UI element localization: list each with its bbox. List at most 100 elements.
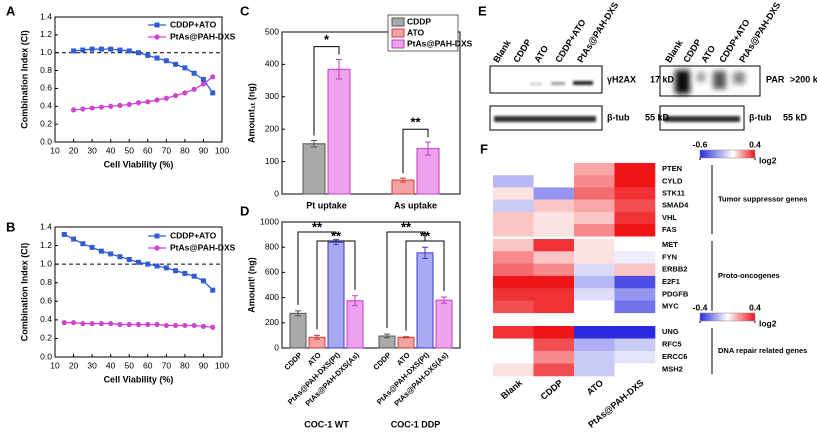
- column-label: ATO: [585, 378, 605, 397]
- marker: [182, 65, 188, 71]
- blot-panel: E: [478, 3, 761, 131]
- heatmap-cell: [574, 224, 615, 237]
- heatmap-cell: [574, 263, 615, 277]
- error-bar: [352, 295, 358, 307]
- error-bar: [384, 333, 390, 339]
- row-label: FAS: [662, 225, 677, 234]
- marker: [200, 81, 207, 87]
- heatmap-cell: [533, 363, 575, 377]
- x-tick-label: 90: [199, 145, 209, 155]
- marker: [145, 52, 151, 58]
- x-tick-label: 40: [106, 360, 116, 370]
- marker: [200, 323, 207, 329]
- lane-label: Blank: [491, 37, 513, 64]
- marker: [89, 105, 95, 111]
- group-label: COC-1 WT: [304, 419, 349, 429]
- row-label: RFC5: [662, 340, 682, 349]
- heatmap-cell: [493, 263, 534, 277]
- marker: [154, 321, 160, 328]
- marker: [71, 236, 77, 242]
- series-line: [73, 48, 214, 94]
- heatmap-cell: [614, 263, 656, 277]
- heatmap-cell: [493, 199, 534, 213]
- row-label: STK11: [662, 188, 685, 197]
- marker: [145, 321, 151, 328]
- y-axis-label: Combination Index (CI): [19, 243, 29, 342]
- y-tick-label: 1.2: [40, 240, 52, 250]
- heatmap-cell: [614, 275, 656, 289]
- marker: [163, 58, 169, 64]
- band-label: γH2AX: [607, 74, 636, 84]
- y-axis-label: Amount₁ₜ (ng): [246, 83, 256, 143]
- significance-label: **: [410, 115, 421, 130]
- heatmap-cell: [614, 338, 656, 352]
- marker: [98, 46, 104, 52]
- marker: [80, 106, 86, 112]
- heatmap-cell: [533, 187, 575, 200]
- heatmap-cell: [574, 251, 615, 264]
- marker: [210, 287, 216, 293]
- error-bar: [314, 334, 320, 340]
- colorbar: [699, 312, 756, 322]
- heatmap-cell: [574, 187, 615, 200]
- x-tick-label: 20: [69, 145, 79, 155]
- blot-bands: [494, 81, 740, 122]
- marker: [173, 322, 179, 329]
- y-tick-label: 0.6: [40, 296, 52, 306]
- y-tick-label: 0.4: [40, 101, 52, 111]
- x-tick-label: 30: [87, 145, 97, 155]
- heatmap-cell: [574, 239, 615, 252]
- heatmap-cell: [493, 187, 534, 200]
- legend-label: PtAs@PAH-DXS: [170, 31, 236, 41]
- significance-label: *: [324, 32, 330, 47]
- marker: [154, 97, 160, 103]
- marker: [191, 70, 197, 76]
- marker: [191, 273, 197, 279]
- y-tick-label: 0.0: [40, 136, 52, 146]
- heatmap-cell: [533, 275, 575, 289]
- marker: [136, 50, 141, 56]
- series-line: [73, 76, 214, 111]
- heatmap-cell: [574, 338, 615, 352]
- row-label: SMAD4: [662, 201, 689, 210]
- significance-bracket: [405, 240, 445, 331]
- lane-label: PtAs@PAH-DXS: [575, 0, 620, 64]
- row-label: E2F1: [662, 277, 680, 286]
- marker: [145, 99, 151, 105]
- significance-bracket: [297, 231, 337, 305]
- marker: [173, 61, 179, 67]
- y-tick-label: 0: [274, 188, 279, 198]
- row-label: MET: [662, 240, 678, 249]
- heatmap-cell: [533, 199, 575, 213]
- x-tick-label: 70: [162, 145, 172, 155]
- x-tick-label: 100: [215, 360, 229, 370]
- band-label: β-tub: [749, 112, 772, 122]
- column-label: Blank: [499, 377, 525, 401]
- x-tick-label: CDDP: [371, 350, 392, 371]
- significance-label: **: [420, 228, 431, 243]
- heatmap-cell: [614, 224, 656, 237]
- plot-frame: [281, 31, 461, 195]
- error-bar: [336, 59, 342, 80]
- y-tick-label: 1.4: [40, 221, 52, 231]
- y-tick-label: 300: [265, 91, 279, 101]
- heatmap-cell: [574, 275, 615, 289]
- y-tick-label: 0.2: [40, 118, 52, 128]
- marker: [154, 263, 160, 269]
- band-label: PAR: [766, 74, 785, 84]
- y-tick-label: 500: [265, 26, 279, 36]
- heatmap-cell: [533, 224, 575, 237]
- error-bar: [422, 246, 428, 260]
- heatmap-cell: [533, 338, 575, 352]
- row-label: VHL: [662, 213, 677, 222]
- marker: [117, 47, 123, 53]
- marker: [80, 47, 86, 53]
- blot-box: [489, 65, 603, 94]
- heatmap-cell: [533, 239, 575, 252]
- colorbar: [699, 149, 756, 159]
- marker: [200, 278, 206, 284]
- x-tick-label: Pt uptake: [306, 200, 347, 210]
- marker: [71, 48, 77, 54]
- significance-bracket: [386, 231, 426, 329]
- panel-label: E: [478, 3, 487, 18]
